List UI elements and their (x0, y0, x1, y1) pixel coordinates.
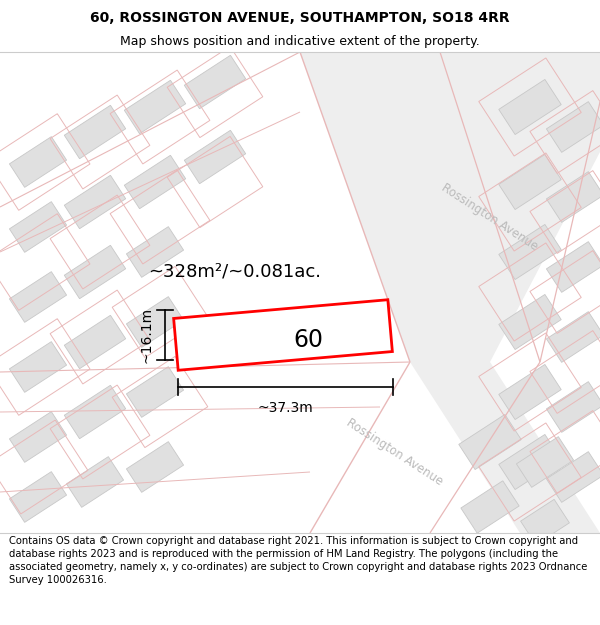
Polygon shape (461, 481, 519, 533)
Polygon shape (10, 137, 67, 188)
Polygon shape (64, 105, 125, 159)
Polygon shape (184, 130, 245, 184)
Polygon shape (10, 412, 67, 462)
Text: Rossington Avenue: Rossington Avenue (439, 181, 541, 253)
Text: Contains OS data © Crown copyright and database right 2021. This information is : Contains OS data © Crown copyright and d… (9, 536, 587, 586)
Polygon shape (499, 224, 561, 279)
Polygon shape (547, 172, 600, 222)
Polygon shape (127, 367, 184, 418)
Text: ~16.1m: ~16.1m (139, 307, 153, 363)
Polygon shape (124, 80, 185, 134)
Polygon shape (547, 382, 600, 432)
Polygon shape (67, 457, 124, 508)
Polygon shape (127, 442, 184, 493)
Polygon shape (547, 452, 600, 503)
Polygon shape (10, 202, 67, 252)
Polygon shape (300, 52, 600, 362)
Polygon shape (547, 102, 600, 152)
Polygon shape (499, 364, 561, 419)
Polygon shape (521, 499, 569, 544)
Text: 60, ROSSINGTON AVENUE, SOUTHAMPTON, SO18 4RR: 60, ROSSINGTON AVENUE, SOUTHAMPTON, SO18… (90, 11, 510, 26)
Text: 60: 60 (293, 328, 323, 352)
Polygon shape (127, 227, 184, 278)
Polygon shape (547, 312, 600, 362)
Polygon shape (64, 245, 125, 299)
Polygon shape (499, 434, 561, 489)
Polygon shape (173, 300, 392, 370)
Polygon shape (124, 155, 185, 209)
Polygon shape (64, 315, 125, 369)
Polygon shape (64, 385, 125, 439)
Polygon shape (499, 79, 561, 134)
Polygon shape (459, 414, 521, 469)
Polygon shape (10, 272, 67, 322)
Polygon shape (64, 175, 125, 229)
Text: ~328m²/~0.081ac.: ~328m²/~0.081ac. (149, 263, 322, 281)
Polygon shape (10, 472, 67, 522)
Polygon shape (410, 362, 600, 533)
Polygon shape (10, 342, 67, 392)
Text: Map shows position and indicative extent of the property.: Map shows position and indicative extent… (120, 36, 480, 48)
Polygon shape (184, 55, 245, 109)
Polygon shape (517, 437, 574, 488)
Text: Rossington Avenue: Rossington Avenue (344, 416, 446, 488)
Polygon shape (127, 297, 184, 348)
Text: ~37.3m: ~37.3m (257, 401, 313, 415)
Polygon shape (547, 242, 600, 292)
Polygon shape (499, 294, 561, 349)
Polygon shape (499, 154, 561, 209)
